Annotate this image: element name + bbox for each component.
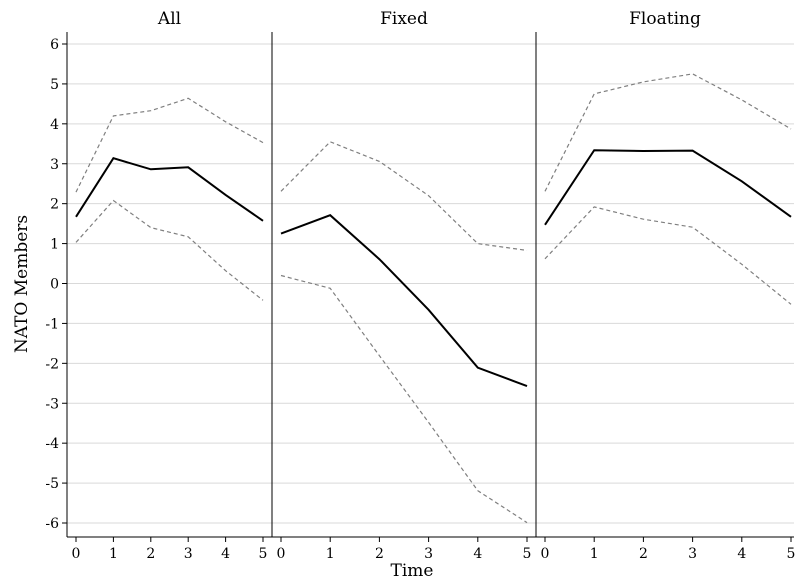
x-axis-title: Time <box>391 561 434 580</box>
panel-title: Fixed <box>380 9 428 29</box>
lower-ci-line <box>75 199 264 301</box>
lower-ci-line <box>280 274 528 524</box>
x-tick-label: 4 <box>737 546 746 562</box>
panel-title: All <box>157 9 181 29</box>
upper-ci-line <box>544 73 792 192</box>
upper-ci-line <box>280 141 528 251</box>
y-tick-label: -3 <box>45 396 59 412</box>
y-tick-label: -1 <box>45 316 59 332</box>
y-tick-label: 3 <box>50 157 59 173</box>
estimate-line <box>280 214 528 388</box>
y-tick-label: 0 <box>50 277 59 293</box>
y-tick-label: -5 <box>45 476 59 492</box>
x-tick-label: 3 <box>424 546 433 562</box>
x-tick-label: 3 <box>184 546 193 562</box>
y-tick-label: -2 <box>45 356 59 372</box>
y-tick-label: 6 <box>50 37 59 53</box>
x-tick-label: 4 <box>221 546 230 562</box>
x-tick-label: 0 <box>541 546 550 562</box>
y-tick-label: 2 <box>50 197 59 213</box>
y-tick-label: 1 <box>50 237 59 253</box>
y-tick-label: -4 <box>45 436 59 452</box>
upper-ci-line <box>75 97 264 193</box>
x-tick-label: 5 <box>523 546 532 562</box>
panel-floating: Floating 0 1 2 3 4 5 <box>541 9 796 562</box>
x-tick-label: 1 <box>109 546 118 562</box>
x-tick-label: 1 <box>590 546 599 562</box>
x-tick-label: 5 <box>259 546 268 562</box>
x-tick-label: 3 <box>688 546 697 562</box>
x-tick-label: 4 <box>473 546 482 562</box>
x-tick-label: 0 <box>277 546 286 562</box>
y-tick-label: 4 <box>50 117 59 133</box>
panel-fixed: Fixed 0 1 2 3 4 5 <box>277 9 532 562</box>
x-tick-label: 2 <box>146 546 155 562</box>
y-axis-title: NATO Members <box>12 215 32 353</box>
x-tick-label: 2 <box>639 546 648 562</box>
panel-all: All 0 1 2 3 4 5 <box>72 9 268 562</box>
x-tick-label: 1 <box>326 546 335 562</box>
x-tick-label: 0 <box>72 546 81 562</box>
x-tick-label: 5 <box>787 546 796 562</box>
y-tick-label: -6 <box>45 516 59 532</box>
estimate-line <box>75 157 264 222</box>
x-tick-label: 2 <box>375 546 384 562</box>
estimate-line <box>544 149 792 226</box>
lower-ci-line <box>544 206 792 305</box>
panel-title: Floating <box>629 9 701 29</box>
y-tick-label: 5 <box>50 77 59 93</box>
